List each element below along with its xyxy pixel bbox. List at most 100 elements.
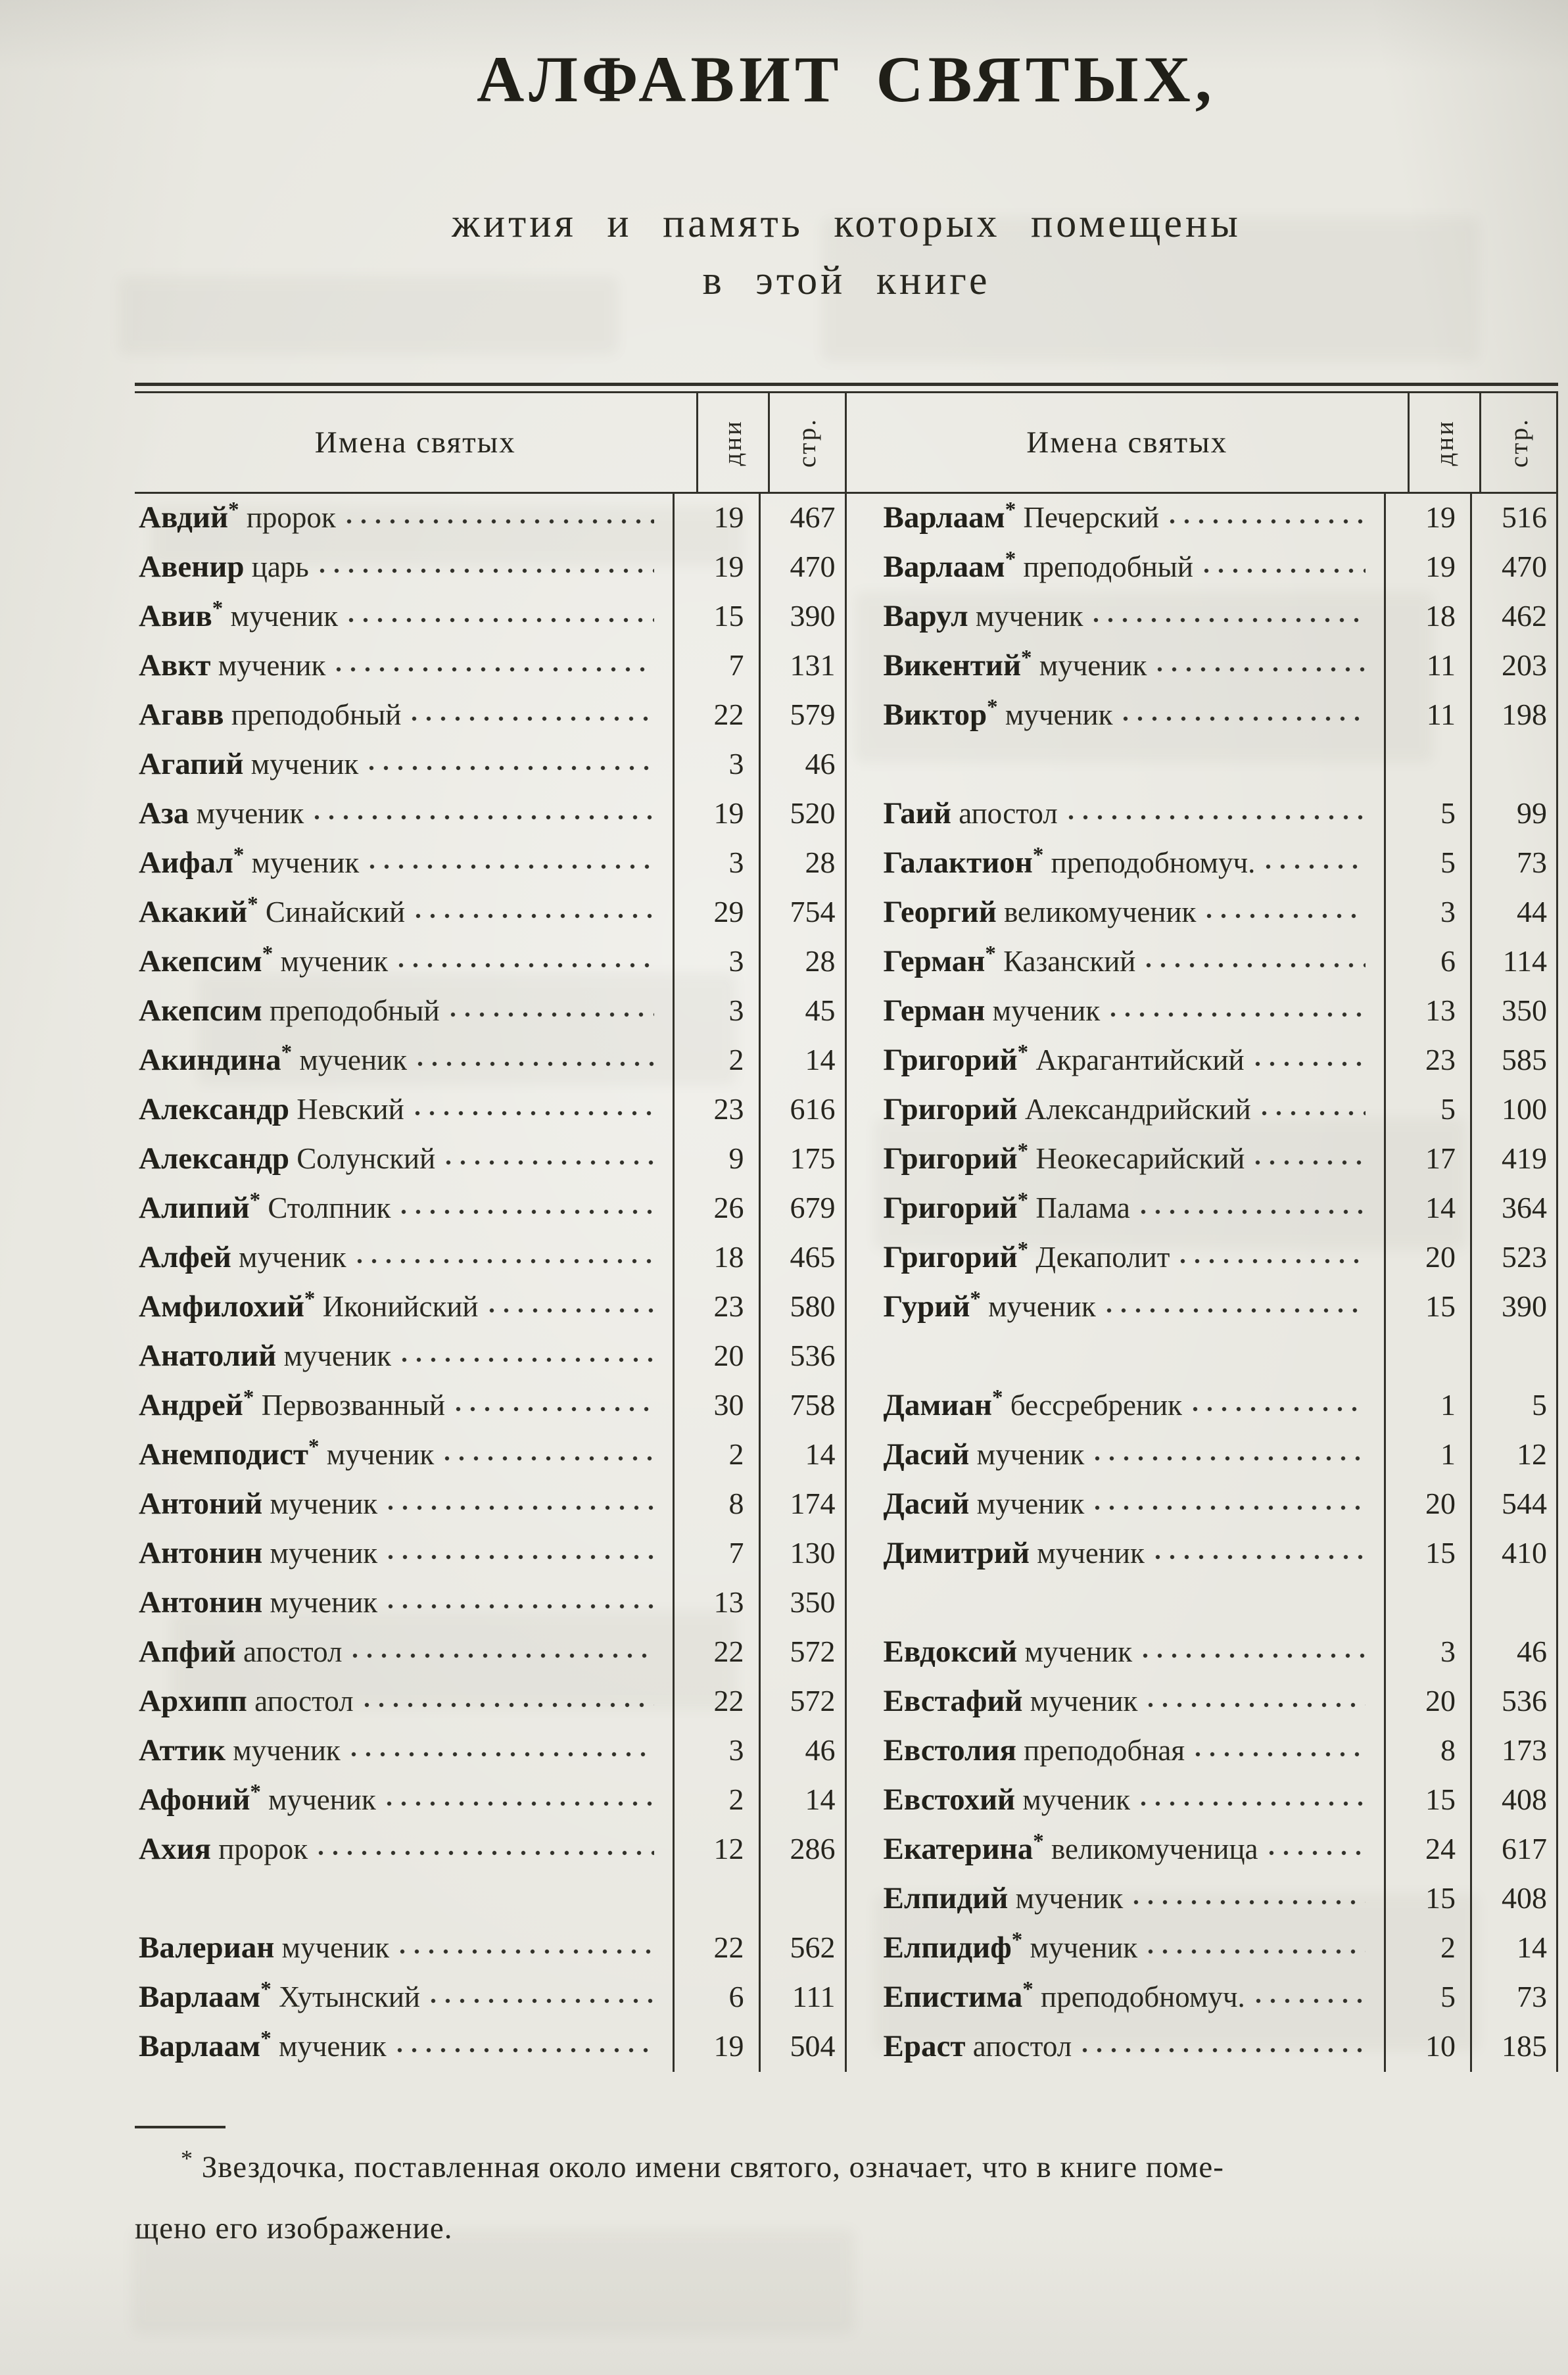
saint-descriptor: Казанский	[995, 945, 1136, 978]
page-value: 390	[1470, 1283, 1556, 1333]
page-header-label: стр.	[1504, 418, 1533, 468]
name-cell	[135, 1875, 673, 1924]
dot-leader	[346, 519, 654, 525]
entry-text: Варлаам* Хутынский	[139, 1979, 420, 2015]
entry-text: Гурий* мученик	[883, 1287, 1096, 1324]
table-row: Григорий* Акрагантийский 23 585	[847, 1036, 1557, 1086]
saint-descriptor: мученик	[223, 600, 339, 633]
table-row: Александр Невский 23 616	[135, 1086, 845, 1136]
asterisk-marker: *	[243, 1385, 254, 1410]
table-row: Авенир царь 19 470	[135, 543, 845, 593]
saint-name: Гурий*	[883, 1287, 981, 1324]
day-value: 22	[672, 691, 759, 741]
name-cell: Григорий Александрийский	[847, 1086, 1385, 1135]
saint-descriptor: царь	[244, 550, 309, 584]
page-value	[1470, 1579, 1556, 1629]
dot-leader	[336, 667, 654, 673]
table-row: Димитрий мученик 15 410	[847, 1529, 1557, 1579]
page-value: 99	[1470, 790, 1556, 840]
table-row: Евстохий мученик 15 408	[847, 1776, 1557, 1826]
asterisk-marker: *	[1005, 547, 1016, 571]
asterisk-marker: *	[985, 942, 996, 966]
name-cell: Анатолий мученик	[135, 1332, 673, 1381]
name-cell: Евстафий мученик	[847, 1677, 1385, 1727]
left-column-rows: Авдий* пророк 19 467 Авенир царь 19 470 Авив* …	[135, 494, 845, 2073]
saint-name: Григорий*	[883, 1040, 1029, 1078]
dot-leader	[388, 1505, 654, 1511]
saint-descriptor: Печерский	[1016, 501, 1159, 535]
saint-name: Елпидиф*	[883, 1928, 1023, 1965]
saint-descriptor: преподобная	[1016, 1734, 1185, 1767]
table-left-column: Имена святых дни стр. Авдий* пророк 19 467…	[135, 393, 847, 2073]
table-row: Евстафий мученик 20 536	[847, 1677, 1557, 1727]
name-cell: Варлаам* мученик	[135, 2023, 673, 2072]
saint-name: Алфей	[139, 1240, 231, 1275]
dot-leader	[1154, 1554, 1366, 1560]
asterisk-marker: *	[304, 1287, 316, 1311]
page-value: 585	[1470, 1036, 1556, 1086]
page-value	[1470, 1332, 1556, 1382]
masthead: АЛФАВИТ СВЯТЫХ, жития и память которых п…	[135, 0, 1558, 305]
day-value: 2	[672, 1776, 759, 1826]
dot-leader	[1192, 1406, 1366, 1412]
saint-descriptor: мученик	[969, 1438, 1085, 1472]
asterisk-marker: *	[1005, 498, 1016, 522]
saint-name: Анемподист*	[139, 1435, 320, 1472]
saint-descriptor: Александрийский	[1017, 1093, 1251, 1126]
day-value: 15	[1384, 1875, 1470, 1925]
dot-leader	[356, 1259, 654, 1264]
dot-leader	[364, 1702, 654, 1708]
entry-text: Антонин мученик	[139, 1585, 377, 1620]
table-row: Авкт мученик 7 131	[135, 642, 845, 692]
page-value: 175	[758, 1135, 845, 1185]
table-row: Анемподист* мученик 2 14	[135, 1431, 845, 1481]
page-value: 14	[758, 1036, 845, 1086]
asterisk-marker: *	[281, 1040, 293, 1065]
saint-descriptor: апостол	[235, 1635, 343, 1669]
day-value	[672, 1875, 759, 1925]
page-value: 131	[758, 642, 845, 692]
saint-name: Евстолия	[883, 1733, 1016, 1768]
saint-name: Варлаам*	[883, 547, 1016, 585]
name-cell	[847, 1579, 1385, 1628]
table-row: Григорий* Декаполит 20 523	[847, 1234, 1557, 1283]
table-row: Гаий апостол 5 99	[847, 790, 1557, 840]
saint-descriptor: преподобный	[262, 994, 440, 1028]
entry-text: Авив* мученик	[139, 598, 338, 634]
dot-leader	[1157, 667, 1366, 673]
days-column-header: дни	[1408, 393, 1479, 492]
entry-text: Григорий* Акрагантийский	[884, 1042, 1245, 1078]
day-value: 7	[672, 1529, 759, 1579]
table-row: Гурий* мученик 15 390	[847, 1283, 1557, 1333]
saint-name: Герман*	[883, 942, 996, 979]
page-value: 203	[1470, 642, 1556, 692]
dot-leader	[348, 617, 654, 623]
table-row: Григорий Александрийский 5 100	[847, 1086, 1557, 1136]
day-value: 17	[1384, 1135, 1470, 1185]
day-value: 24	[1384, 1825, 1470, 1875]
table-row: Варлаам* Хутынский 6 111	[135, 1973, 845, 2023]
dot-leader	[386, 1801, 654, 1807]
name-cell	[847, 1332, 1385, 1381]
name-cell: Александр Невский	[135, 1086, 673, 1135]
dot-leader	[444, 1456, 654, 1462]
day-value	[1384, 740, 1470, 790]
day-value: 20	[672, 1332, 759, 1382]
entry-text: Акепсим преподобный	[139, 993, 440, 1028]
table-row: Григорий* Неокесарийский 17 419	[847, 1135, 1557, 1185]
page-value: 516	[1470, 494, 1556, 544]
dot-leader	[1203, 568, 1366, 574]
table-row: Григорий* Палама 14 364	[847, 1184, 1557, 1234]
name-cell: Амфилохий* Иконийский	[135, 1283, 673, 1332]
day-value: 6	[1384, 938, 1470, 988]
table-row: Герман* Казанский 6 114	[847, 938, 1557, 988]
asterisk-marker: *	[262, 942, 273, 966]
name-cell: Александр Солунский	[135, 1135, 673, 1184]
table-row: Антонин мученик 7 130	[135, 1529, 845, 1579]
name-cell: Елпидиф* мученик	[847, 1924, 1385, 1973]
entry-text: Агапий мученик	[139, 746, 358, 782]
table-row: Елпидиф* мученик 2 14	[847, 1924, 1557, 1974]
entry-text: Георгий великомученик	[884, 894, 1197, 930]
entry-text: Аифал* мученик	[139, 844, 359, 880]
